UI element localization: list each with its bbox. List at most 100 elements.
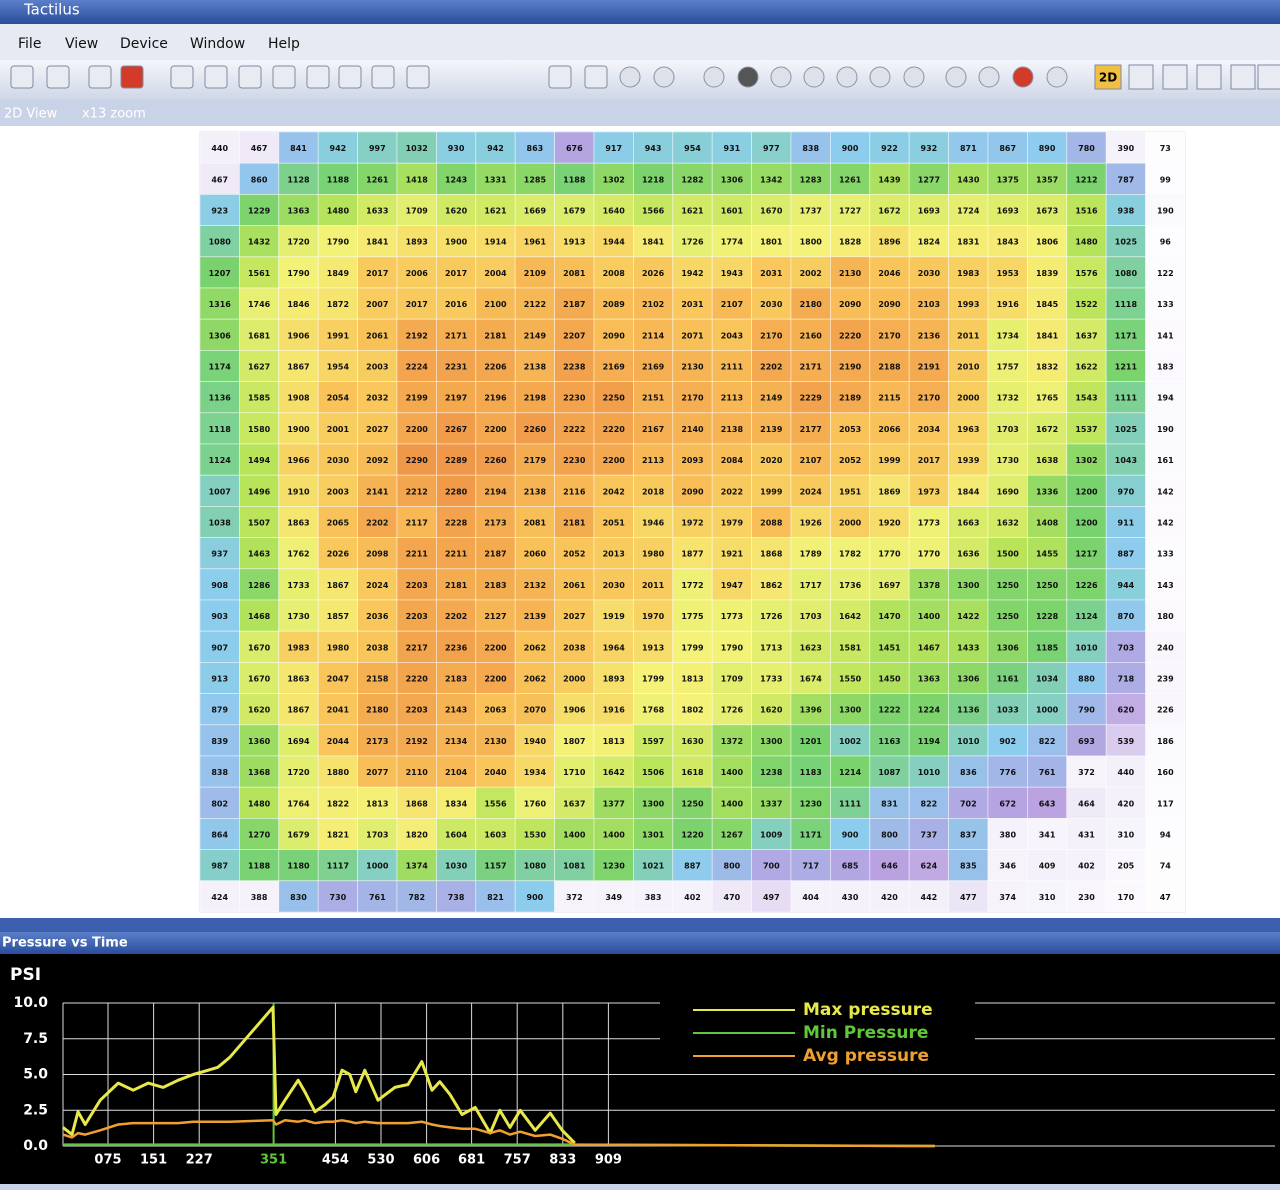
menu-item[interactable]: File — [18, 36, 41, 52]
cell-value: 1623 — [800, 643, 822, 652]
heat-cell — [751, 412, 792, 445]
heat-cell — [830, 662, 871, 695]
cell-value: 2188 — [878, 363, 901, 372]
heat-cell — [396, 443, 437, 476]
menu-item[interactable]: Device — [120, 36, 168, 52]
cell-value: 2052 — [563, 550, 585, 559]
heat-cell — [199, 662, 240, 695]
cell-value: 2026 — [327, 550, 350, 559]
cell-value: 2006 — [406, 269, 429, 278]
x-tick-label: 530 — [367, 1153, 394, 1168]
tool-button[interactable] — [869, 66, 891, 88]
cell-value: 1618 — [681, 768, 704, 777]
heat-cell — [357, 318, 398, 351]
cell-value: 2084 — [721, 456, 744, 465]
cell-value: 1300 — [957, 581, 980, 590]
cell-value: 2024 — [800, 487, 823, 496]
heat-cell — [948, 474, 989, 507]
cell-value: 1913 — [563, 238, 585, 247]
heat-cell — [593, 443, 634, 476]
tool-button[interactable] — [10, 65, 34, 89]
tool-button[interactable] — [1012, 66, 1034, 88]
view-tab[interactable]: 2D View — [4, 107, 58, 122]
tool-button[interactable] — [272, 65, 296, 89]
tool-button[interactable] — [371, 65, 395, 89]
tool-button[interactable] — [584, 65, 608, 89]
cell-value: 1642 — [839, 612, 861, 621]
tool-button[interactable] — [548, 65, 572, 89]
cell-value: 1556 — [484, 799, 507, 808]
tool-button[interactable] — [737, 66, 759, 88]
heat-cell — [948, 443, 989, 476]
cell-value: 2114 — [642, 331, 665, 340]
tool-button[interactable] — [803, 66, 825, 88]
cell-value: 1455 — [1036, 550, 1059, 559]
heat-cell — [1145, 412, 1186, 445]
cell-value: 693 — [1078, 737, 1095, 746]
heat-cell — [396, 568, 437, 601]
tool-button[interactable] — [1230, 64, 1256, 90]
tool-button[interactable] — [238, 65, 262, 89]
cell-value: 1238 — [760, 768, 783, 777]
tool-button[interactable] — [1257, 64, 1280, 90]
tool-button[interactable] — [1128, 64, 1154, 90]
cell-value: 1841 — [642, 238, 665, 247]
heat-cell — [357, 755, 398, 788]
tool-button[interactable] — [836, 66, 858, 88]
cell-value: 1934 — [524, 768, 547, 777]
heat-cell — [869, 755, 910, 788]
heat-cell — [1066, 724, 1107, 757]
cell-value: 1867 — [287, 363, 309, 372]
tool-button[interactable] — [903, 66, 925, 88]
tool-button[interactable] — [1196, 64, 1222, 90]
cell-value: 2102 — [642, 300, 664, 309]
cell-value: 2047 — [327, 675, 349, 684]
heat-cell — [1145, 505, 1186, 538]
cell-value: 913 — [211, 675, 228, 684]
cell-value: 2051 — [603, 519, 626, 528]
tool-button[interactable] — [770, 66, 792, 88]
heat-cell — [199, 318, 240, 351]
heat-cell — [830, 599, 871, 632]
tool-button[interactable] — [338, 65, 362, 89]
cell-value: 1765 — [1036, 394, 1059, 403]
tool-button[interactable] — [46, 65, 70, 89]
tool-button[interactable] — [1094, 64, 1122, 90]
heat-cell — [238, 630, 280, 663]
heat-cell — [435, 537, 477, 570]
tool-button[interactable] — [170, 65, 194, 89]
tool-button[interactable] — [703, 66, 725, 88]
cell-value: 372 — [1078, 768, 1095, 777]
tool-button[interactable] — [653, 66, 675, 88]
cell-value: 1846 — [287, 300, 310, 309]
cell-value: 1893 — [406, 238, 428, 247]
tool-button[interactable] — [406, 65, 430, 89]
tool-button[interactable] — [945, 66, 967, 88]
menu-item[interactable]: Window — [190, 36, 245, 52]
cell-value: 1637 — [563, 799, 585, 808]
menu-item[interactable]: View — [65, 36, 98, 52]
tool-button[interactable] — [306, 65, 330, 89]
cell-value: 1302 — [603, 175, 625, 184]
tool-button[interactable] — [1046, 66, 1068, 88]
cell-value: 2177 — [800, 425, 822, 434]
heat-cell — [711, 818, 753, 851]
cell-value: 1877 — [681, 550, 703, 559]
cell-value: 2003 — [366, 363, 388, 372]
cell-value: 1212 — [1075, 175, 1097, 184]
cell-value: 2052 — [839, 456, 861, 465]
tool-button[interactable] — [619, 66, 641, 88]
heat-cell — [475, 287, 516, 320]
tool-button[interactable] — [978, 66, 1000, 88]
menu-item[interactable]: Help — [268, 36, 300, 52]
heat-cell — [987, 505, 1028, 538]
cell-value: 1940 — [524, 737, 547, 746]
tool-button[interactable] — [1162, 64, 1188, 90]
heat-cell — [711, 568, 753, 601]
heat-cell — [357, 287, 398, 320]
cell-value: 2179 — [524, 456, 547, 465]
cell-value: 1360 — [248, 737, 271, 746]
tool-button[interactable] — [204, 65, 228, 89]
tool-button[interactable] — [88, 65, 112, 89]
tool-button[interactable] — [120, 65, 144, 89]
